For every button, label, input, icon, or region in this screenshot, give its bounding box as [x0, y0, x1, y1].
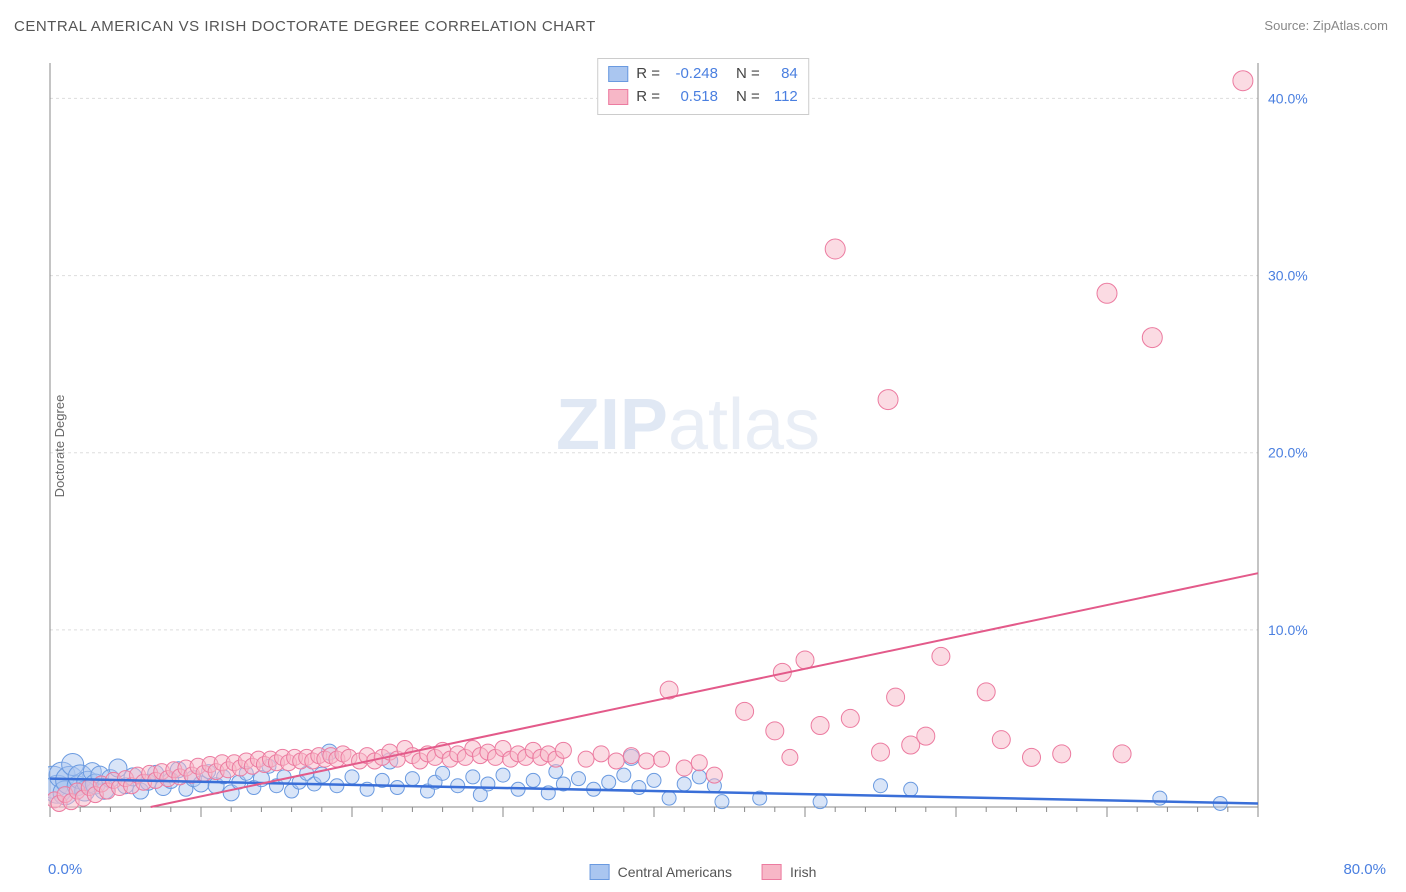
n-label: N =: [736, 63, 760, 86]
svg-text:40.0%: 40.0%: [1268, 90, 1308, 106]
swatch-series-1: [608, 89, 628, 105]
swatch-series-0: [608, 66, 628, 82]
r-value-1: 0.518: [668, 86, 718, 109]
r-value-0: -0.248: [668, 63, 718, 86]
n-value-0: 84: [768, 63, 798, 86]
plot-area: 10.0%20.0%30.0%40.0% ZIPatlas: [48, 55, 1328, 825]
legend-item-1: Irish: [762, 864, 816, 880]
legend-label-0: Central Americans: [618, 864, 732, 880]
x-axis-max-label: 80.0%: [1343, 861, 1386, 878]
n-value-1: 112: [768, 86, 798, 109]
svg-text:30.0%: 30.0%: [1268, 268, 1308, 284]
legend-item-0: Central Americans: [590, 864, 732, 880]
legend-row-series-0: R = -0.248 N = 84: [608, 63, 798, 86]
r-label: R =: [636, 63, 660, 86]
source-label: Source:: [1264, 18, 1309, 33]
legend-row-series-1: R = 0.518 N = 112: [608, 86, 798, 109]
r-label: R =: [636, 86, 660, 109]
correlation-legend: R = -0.248 N = 84 R = 0.518 N = 112: [597, 58, 809, 115]
x-axis-origin-label: 0.0%: [48, 861, 82, 878]
source-link[interactable]: ZipAtlas.com: [1313, 18, 1388, 33]
svg-text:20.0%: 20.0%: [1268, 445, 1308, 461]
svg-text:10.0%: 10.0%: [1268, 622, 1308, 638]
swatch-bottom-1: [762, 864, 782, 880]
source-attribution: Source: ZipAtlas.com: [1264, 18, 1388, 33]
legend-label-1: Irish: [790, 864, 816, 880]
swatch-bottom-0: [590, 864, 610, 880]
scatter-chart: 10.0% 20.0% 30.0% 40.0%: [48, 55, 1328, 825]
chart-title: CENTRAL AMERICAN VS IRISH DOCTORATE DEGR…: [14, 18, 596, 35]
series-legend: Central Americans Irish: [590, 864, 817, 880]
n-label: N =: [736, 86, 760, 109]
